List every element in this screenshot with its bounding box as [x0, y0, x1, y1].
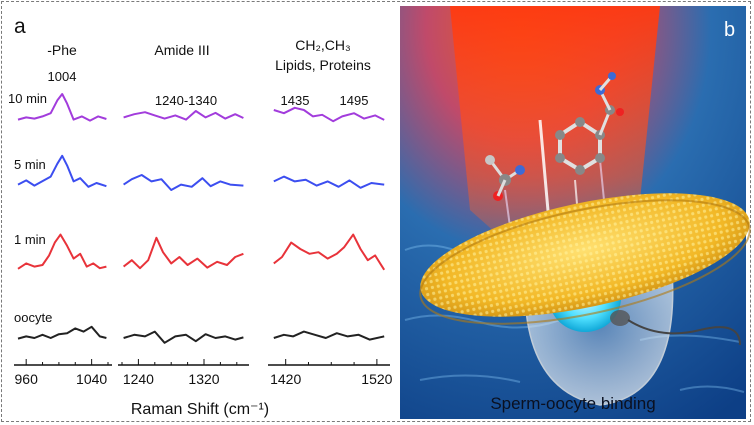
x-tick-label: 1040	[76, 371, 107, 387]
series-label: 5 min	[14, 157, 46, 172]
series-line	[17, 325, 107, 340]
series-line	[17, 154, 107, 188]
series-line	[123, 330, 244, 344]
panel-a: a -Phe Amide III CH₂,CH₃ Lipids, Protein…	[4, 4, 396, 419]
panel-b-caption: Sperm-oocyte binding	[490, 394, 655, 413]
series-label: 1 min	[14, 232, 46, 247]
x-axis-label: Raman Shift (cm⁻¹)	[131, 401, 269, 418]
peak-label-1495: 1495	[340, 93, 369, 108]
series-line	[273, 330, 385, 341]
series-line	[17, 233, 107, 270]
group-title-lipids: Lipids, Proteins	[275, 57, 371, 73]
x-tick-label: 960	[15, 371, 39, 387]
group-title-phe: -Phe	[47, 42, 77, 58]
zona-pellucida-disc-icon	[419, 193, 751, 325]
series-line	[273, 175, 385, 189]
series-label: 10 min	[8, 91, 47, 106]
x-tick-label: 1520	[361, 371, 392, 387]
series-line	[122, 236, 244, 270]
panel-b: b Sperm-oocyte binding	[400, 6, 751, 419]
series-line	[17, 93, 107, 122]
series-line	[273, 233, 386, 271]
x-tick-label: 1420	[270, 371, 301, 387]
series-line	[273, 106, 385, 123]
peak-label-1004: 1004	[48, 69, 77, 84]
panel-a-letter: a	[14, 15, 26, 38]
panel-a-background	[4, 4, 396, 419]
group-title-ch: CH₂,CH₃	[295, 37, 350, 53]
series-label: oocyte	[14, 310, 52, 325]
x-tick-label: 1320	[188, 371, 219, 387]
series-line	[123, 110, 244, 121]
series-line	[123, 174, 244, 191]
series-lines	[17, 93, 386, 344]
series-labels: 10 min 5 min 1 min oocyte	[8, 91, 52, 325]
x-tick-label: 1240	[123, 371, 154, 387]
peak-label-amide: 1240-1340	[155, 93, 217, 108]
group-title-amide: Amide III	[154, 42, 209, 58]
panel-b-letter: b	[724, 19, 735, 41]
peak-label-1435: 1435	[281, 93, 310, 108]
axes: 960 1040 1240 1320 1420 1520	[14, 359, 393, 387]
molecule-icon	[485, 72, 624, 201]
